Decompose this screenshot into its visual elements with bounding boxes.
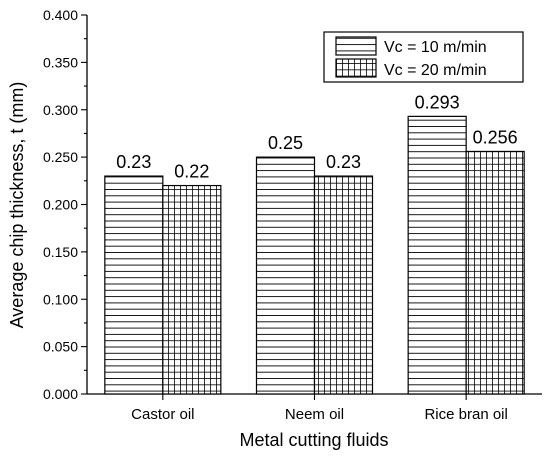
data-label: 0.25 [268,133,303,153]
legend-swatch-vc10 [335,36,377,56]
y-tick-label: 0.300 [43,102,78,118]
y-tick-label: 0.400 [43,7,78,23]
legend-label-vc10: Vc = 10 m/min [384,39,487,56]
y-axis-title: Average chip thickness, t (mm) [7,82,27,329]
bars-group [104,115,525,395]
data-labels-group: 0.23 0.22 0.25 0.23 0.293 0.256 [116,92,517,181]
x-tick-label: Castor oil [131,406,194,423]
data-label: 0.23 [326,152,361,172]
x-axis-ticks: Castor oil Neem oil Rice bran oil [131,394,508,423]
y-tick-label: 0.100 [43,291,78,307]
legend-swatch-vc20 [335,58,377,78]
legend: Vc = 10 m/min Vc = 20 m/min [323,31,524,83]
bar-vc20 [313,175,374,395]
data-label: 0.22 [174,162,209,182]
legend-label-vc20: Vc = 20 m/min [384,62,487,79]
bar-vc20 [162,184,222,395]
y-tick-label: 0.000 [43,386,78,402]
data-label: 0.293 [415,92,460,112]
x-tick-label: Neem oil [285,406,344,423]
bar-vc20 [465,150,525,395]
y-tick-label: 0.200 [43,197,78,213]
bar-vc10 [104,175,164,395]
bar-vc10 [255,156,316,395]
y-tick-label: 0.050 [43,339,78,355]
y-tick-label: 0.150 [43,244,78,260]
x-axis-title: Metal cutting fluids [239,430,388,450]
data-label: 0.256 [473,127,518,147]
y-tick-label: 0.350 [43,54,78,70]
y-axis-ticks: 0.000 0.050 0.100 0.150 0.200 0.250 0.300 0.350… [43,7,87,402]
x-tick-label: Rice bran oil [424,406,507,423]
y-tick-label: 0.250 [43,149,78,165]
data-label: 0.23 [116,152,151,172]
bar-vc10 [407,115,467,395]
